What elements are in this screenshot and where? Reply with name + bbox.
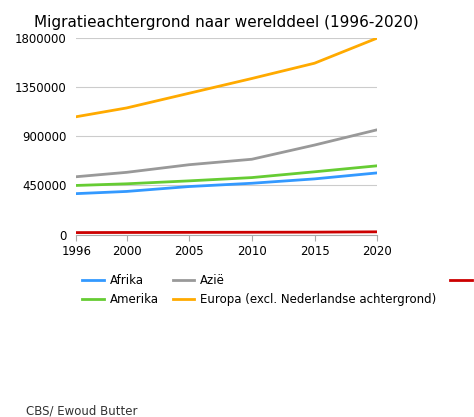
Europa (excl. Nederlandse achtergrond) (124, 106, 129, 111)
Line: Azië: Azië (76, 130, 377, 177)
Europa (excl. Nederlandse achtergrond) (249, 76, 255, 81)
Europa (excl. Nederlandse achtergrond) (186, 91, 192, 96)
Legend: Afrika, Amerika, Azië, Europa (excl. Nederlandse achtergrond), Oceanië: Afrika, Amerika, Azië, Europa (excl. Ned… (82, 274, 474, 306)
Afrika (186, 184, 192, 189)
Text: CBS/ Ewoud Butter: CBS/ Ewoud Butter (26, 405, 137, 417)
Amerika (73, 183, 79, 188)
Amerika (124, 181, 129, 186)
Afrika (73, 191, 79, 196)
Europa (excl. Nederlandse achtergrond) (73, 114, 79, 119)
Oceanië (186, 230, 192, 235)
Afrika (312, 176, 318, 181)
Azië (249, 157, 255, 162)
Oceanië (312, 230, 318, 235)
Afrika (374, 171, 380, 176)
Afrika (249, 181, 255, 186)
Line: Europa (excl. Nederlandse achtergrond): Europa (excl. Nederlandse achtergrond) (76, 38, 377, 117)
Azië (73, 174, 79, 179)
Azië (124, 170, 129, 175)
Line: Oceanië: Oceanië (76, 232, 377, 233)
Afrika (124, 189, 129, 194)
Oceanië (73, 230, 79, 235)
Europa (excl. Nederlandse achtergrond) (374, 35, 380, 40)
Amerika (186, 178, 192, 183)
Azië (312, 143, 318, 148)
Amerika (312, 169, 318, 174)
Azië (186, 162, 192, 167)
Oceanië (374, 229, 380, 234)
Title: Migratieachtergrond naar werelddeel (1996-2020): Migratieachtergrond naar werelddeel (199… (35, 15, 419, 30)
Azië (374, 127, 380, 132)
Oceanië (124, 230, 129, 235)
Amerika (249, 175, 255, 180)
Europa (excl. Nederlandse achtergrond) (312, 61, 318, 66)
Oceanië (249, 230, 255, 235)
Amerika (374, 163, 380, 168)
Line: Amerika: Amerika (76, 166, 377, 186)
Line: Afrika: Afrika (76, 173, 377, 193)
